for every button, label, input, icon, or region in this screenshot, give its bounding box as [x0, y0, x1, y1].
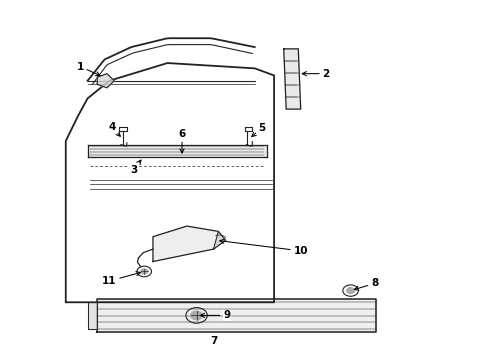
Text: 3: 3 — [130, 160, 141, 175]
Text: 7: 7 — [210, 336, 217, 346]
Polygon shape — [88, 302, 97, 329]
Text: 5: 5 — [252, 122, 266, 136]
Polygon shape — [284, 49, 301, 109]
Text: 9: 9 — [200, 310, 230, 320]
Text: 10: 10 — [220, 239, 308, 256]
Polygon shape — [97, 299, 376, 332]
Polygon shape — [214, 231, 225, 249]
Text: 8: 8 — [354, 279, 378, 290]
Text: 2: 2 — [302, 69, 330, 79]
Polygon shape — [97, 74, 114, 88]
Circle shape — [141, 269, 147, 274]
Text: 1: 1 — [76, 62, 100, 76]
Polygon shape — [153, 226, 225, 261]
Text: 4: 4 — [108, 122, 120, 136]
Text: 11: 11 — [102, 271, 141, 286]
Polygon shape — [88, 145, 267, 157]
Circle shape — [347, 288, 354, 293]
Text: 6: 6 — [178, 129, 186, 153]
Circle shape — [191, 311, 202, 320]
